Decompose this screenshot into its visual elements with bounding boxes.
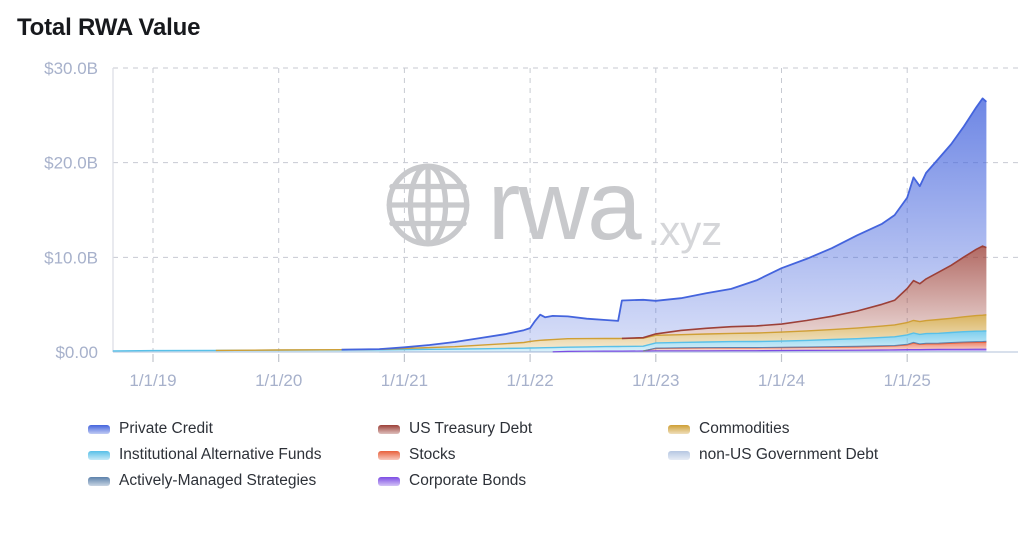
line-non-us-government-debt: [379, 351, 987, 353]
legend-swatch: [378, 424, 400, 434]
area-institutional-alternative-funds: [112, 330, 987, 352]
legend-label: Commodities: [699, 420, 790, 437]
legend-item-institutional-alternative-funds[interactable]: Institutional Alternative Funds: [88, 445, 378, 465]
y-tick-label: $10.0B: [44, 248, 98, 267]
legend-swatch: [88, 424, 110, 434]
y-tick-label: $0.00: [55, 343, 98, 362]
legend-item-private-credit[interactable]: Private Credit: [88, 419, 378, 439]
y-tick-label: $30.0B: [44, 59, 98, 78]
series-lines: [112, 97, 988, 353]
legend-swatch: [378, 450, 400, 460]
page-title: Total RWA Value: [17, 14, 201, 41]
line-private-credit: [341, 97, 988, 351]
legend-item-actively-managed-strategies[interactable]: Actively-Managed Strategies: [88, 471, 378, 491]
y-tick-label: $20.0B: [44, 154, 98, 173]
x-tick-label: 1/1/23: [632, 371, 679, 390]
area-stocks: [643, 342, 987, 351]
x-tick-label: 1/1/20: [255, 371, 302, 390]
x-tick-label: 1/1/21: [381, 371, 428, 390]
x-axis-labels: 1/1/19 1/1/20 1/1/21 1/1/22 1/1/23 1/1/24 1/1/…: [129, 354, 931, 390]
legend-label: Private Credit: [119, 420, 213, 437]
line-institutional-alternative-funds: [112, 330, 987, 352]
legend-label: non-US Government Debt: [699, 446, 879, 463]
x-tick-label: 1/1/22: [506, 371, 553, 390]
legend-swatch: [88, 476, 110, 486]
legend-item-non-us-government-debt[interactable]: non-US Government Debt: [668, 445, 958, 465]
area-commodities: [215, 314, 987, 351]
line-commodities: [215, 314, 987, 352]
legend-swatch: [88, 450, 110, 460]
x-tick-label: 1/1/19: [129, 371, 176, 390]
legend-label: Corporate Bonds: [409, 472, 527, 489]
legend-label: US Treasury Debt: [409, 420, 533, 437]
legend-item-commodities[interactable]: Commodities: [668, 419, 958, 439]
area-us-treasury-debt: [621, 246, 987, 339]
line-us-treasury-debt: [621, 245, 987, 340]
legend-swatch: [378, 476, 400, 486]
legend-swatch: [668, 450, 690, 460]
y-axis-labels: $0.00 $10.0B $20.0B $30.0B: [44, 59, 98, 362]
legend-item-us-treasury-debt[interactable]: US Treasury Debt: [378, 419, 668, 439]
line-corporate-bonds: [552, 348, 987, 353]
legend-label: Stocks: [409, 446, 456, 463]
legend-item-stocks[interactable]: Stocks: [378, 445, 668, 465]
series-areas: [112, 98, 987, 352]
stacked-area-chart[interactable]: $0.00 $10.0B $20.0B $30.0B 1/1/19 1/1/20 1/1/2…: [0, 0, 1024, 410]
legend-label: Actively-Managed Strategies: [119, 472, 317, 489]
area-private-credit: [341, 98, 987, 350]
legend-item-corporate-bonds[interactable]: Corporate Bonds: [378, 471, 668, 491]
line-actively-managed-strategies: [643, 340, 987, 352]
legend-label: Institutional Alternative Funds: [119, 446, 322, 463]
x-tick-label: 1/1/25: [884, 371, 931, 390]
legend-swatch: [668, 424, 690, 434]
x-tick-label: 1/1/24: [758, 371, 805, 390]
chart-legend: Private Credit US Treasury Debt Commoditie…: [88, 419, 958, 491]
